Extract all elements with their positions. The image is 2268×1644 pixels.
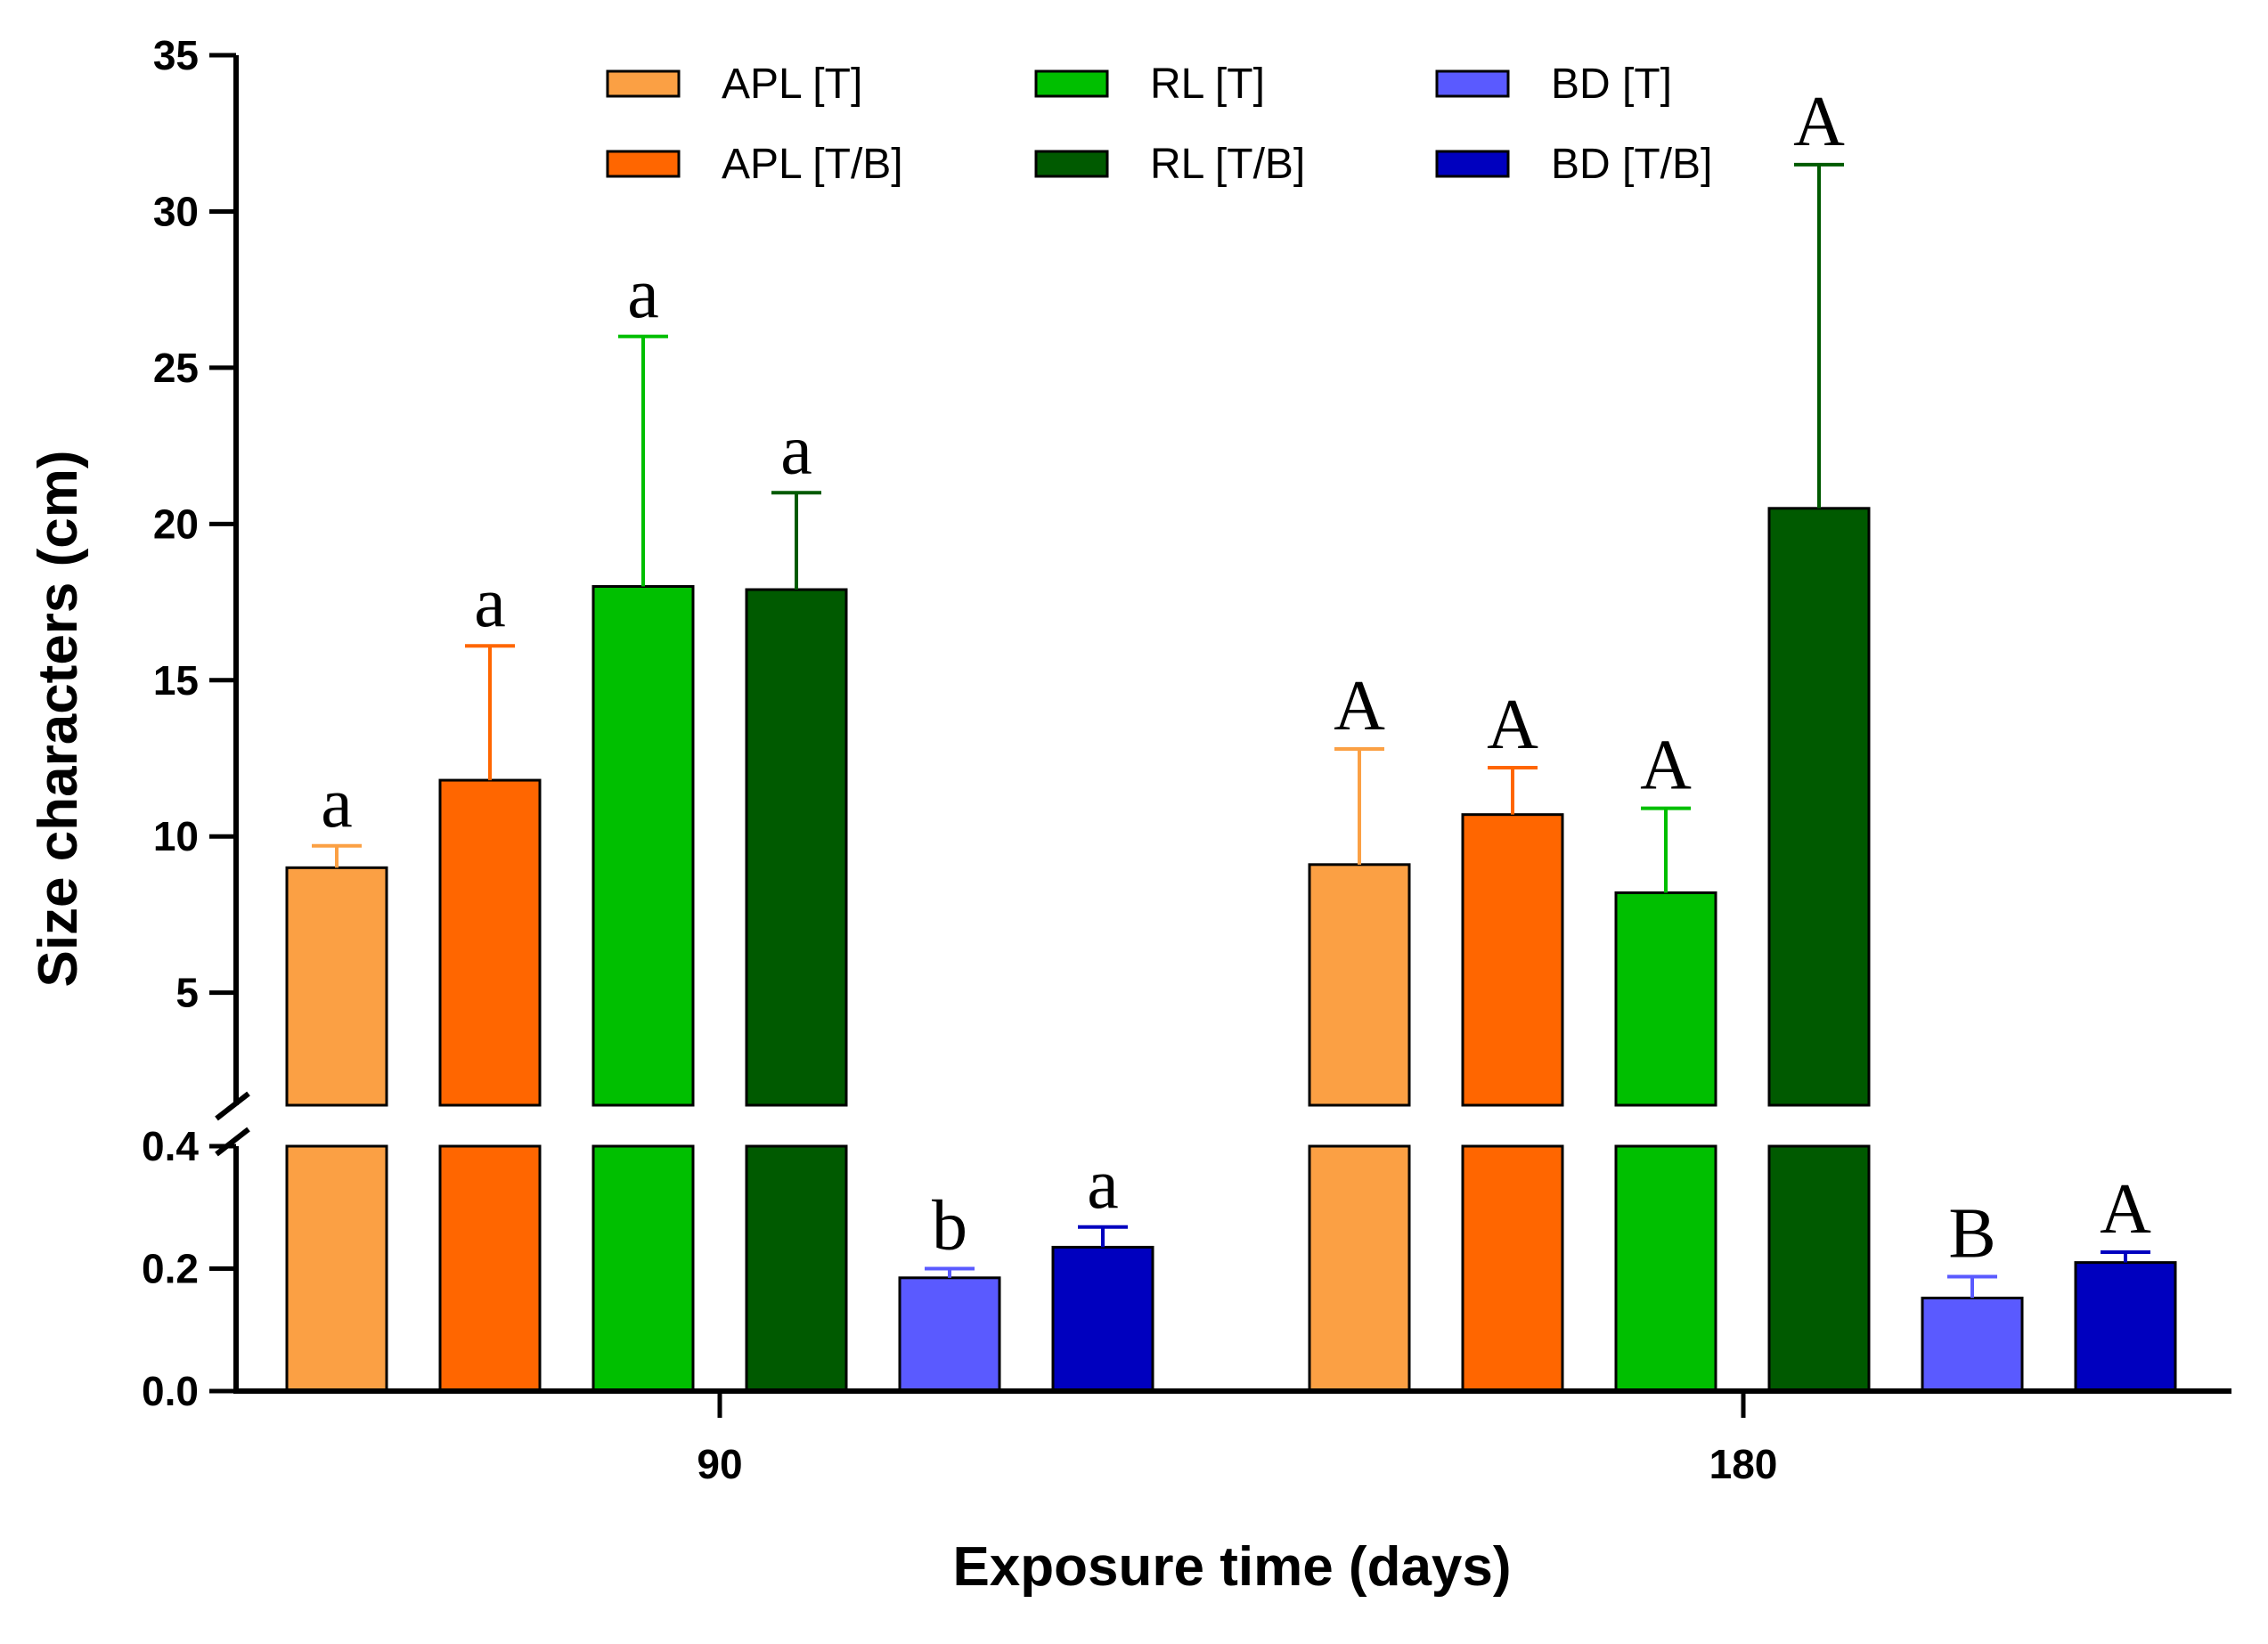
- bar-lower-segment: [1308, 1144, 1411, 1393]
- bar-lower-segment: [285, 1144, 388, 1393]
- legend: APL [T] RL [T] BD [T] APL [T/B] RL [T/B] BD […: [606, 61, 1712, 188]
- legend-swatch: [1435, 150, 1510, 178]
- significance-letter: a: [474, 564, 506, 642]
- significance-letter: A: [1334, 667, 1385, 745]
- bar-lower-segment: [1614, 1144, 1717, 1393]
- axes-layer: 5 10 15 20 25 30 35 0.0 0.2 0.4 90 180: [142, 32, 2235, 1487]
- axis-break-mark: [215, 1127, 250, 1157]
- bar: [1308, 863, 1411, 1107]
- bar-lower-segment: [745, 1144, 848, 1393]
- bar: [898, 1276, 1001, 1393]
- bar: [1614, 891, 1717, 1107]
- significance-letter: b: [932, 1187, 967, 1266]
- legend-label: BD [T]: [1551, 61, 1672, 108]
- axis-break-gap: [240, 1107, 2235, 1144]
- legend-swatch: [1435, 69, 1510, 98]
- legend-swatch: [1034, 150, 1109, 178]
- y-tick-label: 0.0: [142, 1368, 199, 1414]
- x-tick-label: 90: [697, 1441, 742, 1487]
- bar: [591, 585, 695, 1107]
- significance-letter: a: [627, 255, 659, 333]
- bar-lower-segment: [438, 1144, 542, 1393]
- y-tick-label: 5: [175, 970, 199, 1016]
- legend-swatch: [1034, 69, 1109, 98]
- legend-label: APL [T]: [722, 61, 862, 108]
- legend-label: APL [T/B]: [722, 141, 903, 188]
- x-axis-title: Exposure time (days): [952, 1536, 1511, 1598]
- bar-lower-segment: [591, 1144, 695, 1393]
- bar: [1921, 1297, 2024, 1393]
- bar: [1051, 1245, 1154, 1393]
- y-tick-label: 25: [153, 345, 199, 391]
- x-tick-label: 180: [1709, 1441, 1778, 1487]
- legend-label: RL [T/B]: [1150, 141, 1305, 188]
- y-tick-label: 0.4: [142, 1123, 199, 1169]
- y-tick-label: 20: [153, 501, 199, 547]
- y-tick-label: 10: [153, 813, 199, 859]
- bar: [745, 588, 848, 1107]
- significance-letter: A: [2100, 1170, 2151, 1249]
- bar: [1767, 507, 1871, 1107]
- y-axis-title: Size characters (cm): [28, 450, 89, 987]
- bar: [1461, 813, 1564, 1107]
- y-tick-label: 15: [153, 657, 199, 704]
- significance-letter: A: [1793, 83, 1845, 161]
- y-tick-label: 30: [153, 188, 199, 234]
- bar-lower-segment: [1461, 1144, 1564, 1393]
- bar: [438, 778, 542, 1107]
- significance-letter: a: [321, 764, 353, 842]
- bar: [285, 866, 388, 1107]
- significance-letter: A: [1487, 686, 1538, 764]
- significance-letters-layer: a Aa Aa Aa Ab Ba A: [321, 83, 2151, 1274]
- legend-swatch: [606, 69, 681, 98]
- significance-letter: a: [1087, 1145, 1119, 1224]
- y-tick-label: 0.2: [142, 1246, 199, 1292]
- legend-label: BD [T/B]: [1551, 141, 1712, 188]
- y-tick-label: 35: [153, 32, 199, 78]
- significance-letter: B: [1948, 1194, 1995, 1273]
- axis-break-mark: [215, 1091, 250, 1121]
- legend-swatch: [606, 150, 681, 178]
- error-bars-layer: [312, 162, 2150, 1298]
- bars-layer: [285, 507, 2177, 1393]
- bar-lower-segment: [1767, 1144, 1871, 1393]
- significance-letter: a: [780, 411, 812, 489]
- significance-letter: A: [1640, 727, 1692, 805]
- bar: [2074, 1261, 2177, 1393]
- legend-label: RL [T]: [1150, 61, 1265, 108]
